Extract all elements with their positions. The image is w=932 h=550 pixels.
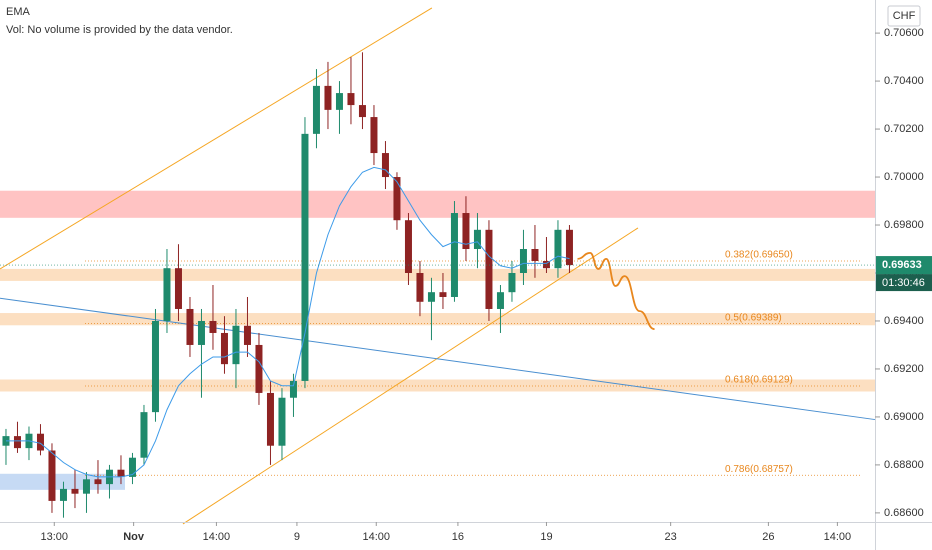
fib-label: 0.382(0.69650) <box>725 250 793 261</box>
candle-body <box>186 308 194 345</box>
x-tick-label: Nov <box>123 531 145 543</box>
x-tick-label: 14:00 <box>362 531 390 543</box>
x-tick-label: 26 <box>762 531 774 543</box>
last-price-label: 0.69633 <box>882 259 922 271</box>
trend-line <box>182 227 639 525</box>
last-price-box <box>876 256 932 275</box>
candle-body <box>36 433 44 451</box>
candle-body <box>508 272 516 293</box>
candle-body <box>485 229 493 309</box>
countdown: 01:30:46 <box>882 277 925 289</box>
y-tick-label: 0.70000 <box>884 171 924 183</box>
fib-label: 0.618(0.69129) <box>725 375 793 386</box>
countdown-box <box>876 274 932 292</box>
zone <box>0 313 875 326</box>
candle-body <box>404 220 412 273</box>
candle-body <box>151 320 159 413</box>
x-tick-label: 13:00 <box>41 531 69 543</box>
candle-body <box>117 469 125 477</box>
candle-body <box>243 325 251 345</box>
indicator-label: EMA <box>6 6 31 18</box>
candle-body <box>347 93 355 106</box>
candle-body <box>94 479 102 485</box>
candle-body <box>519 249 527 273</box>
candle-body <box>531 249 539 261</box>
candle-body <box>48 450 56 501</box>
y-tick-label: 0.70600 <box>884 27 924 39</box>
x-tick-label: 23 <box>665 531 677 543</box>
y-tick-label: 0.70400 <box>884 75 924 87</box>
y-tick-label: 0.68600 <box>884 507 924 519</box>
y-tick-label: 0.69000 <box>884 411 924 423</box>
candle-body <box>554 229 562 269</box>
candle-body <box>13 436 21 449</box>
x-tick-label: 14:00 <box>824 531 852 543</box>
candle-body <box>335 93 343 110</box>
candle-body <box>358 105 366 118</box>
candle-body <box>59 488 67 501</box>
candle-body <box>439 292 447 297</box>
candle-body <box>324 85 332 110</box>
candle-body <box>370 117 378 154</box>
candle-body <box>209 320 217 333</box>
zone <box>0 379 875 392</box>
ema-line <box>5 166 570 478</box>
x-tick-label: 9 <box>294 531 300 543</box>
candle-body <box>416 272 424 302</box>
candle-body <box>301 133 309 381</box>
fib-label: 0.5(0.69389) <box>725 312 782 323</box>
zone <box>0 473 125 490</box>
trend-line <box>0 297 876 421</box>
candle-body <box>163 268 171 321</box>
candle-body <box>381 153 389 178</box>
zone <box>0 190 875 218</box>
candle-body <box>278 397 286 446</box>
candle-body <box>565 229 573 266</box>
fib-label: 0.786(0.68757) <box>725 464 793 475</box>
candle-body <box>542 261 550 269</box>
y-tick-label: 0.70200 <box>884 123 924 135</box>
candle-body <box>197 320 205 345</box>
x-tick-label: 19 <box>540 531 552 543</box>
projection <box>577 251 655 331</box>
candle-body <box>462 213 470 250</box>
candle-body <box>312 85 320 134</box>
y-tick-label: 0.69200 <box>884 363 924 375</box>
y-tick-label: 0.68800 <box>884 459 924 471</box>
candle-body <box>128 457 136 477</box>
candle-body <box>255 344 263 393</box>
zone <box>0 268 875 281</box>
candle-body <box>266 392 274 446</box>
currency: CHF <box>893 10 916 22</box>
y-tick-label: 0.69400 <box>884 315 924 327</box>
trend-line <box>0 7 433 270</box>
x-tick-label: 14:00 <box>203 531 231 543</box>
candle-body <box>427 292 435 302</box>
candle-body <box>289 380 297 398</box>
candle-body <box>393 177 401 221</box>
candle-body <box>450 213 458 297</box>
candle-body <box>71 488 79 494</box>
candle-body <box>140 412 148 458</box>
plot-area: 0.382(0.69650) 0.5(0.69389) 0.618(0.69129)… <box>0 7 876 525</box>
candle-body <box>82 479 90 494</box>
candle-body <box>174 268 182 309</box>
x-tick-label: 16 <box>452 531 464 543</box>
y-tick-label: 0.69800 <box>884 219 924 231</box>
candle-body <box>496 292 504 309</box>
candle-body <box>232 325 240 365</box>
currency-box[interactable] <box>887 5 921 27</box>
volume-note: Vol: No volume is provided by the data v… <box>6 24 233 36</box>
candle-body <box>473 229 481 250</box>
candle-body <box>220 332 228 365</box>
